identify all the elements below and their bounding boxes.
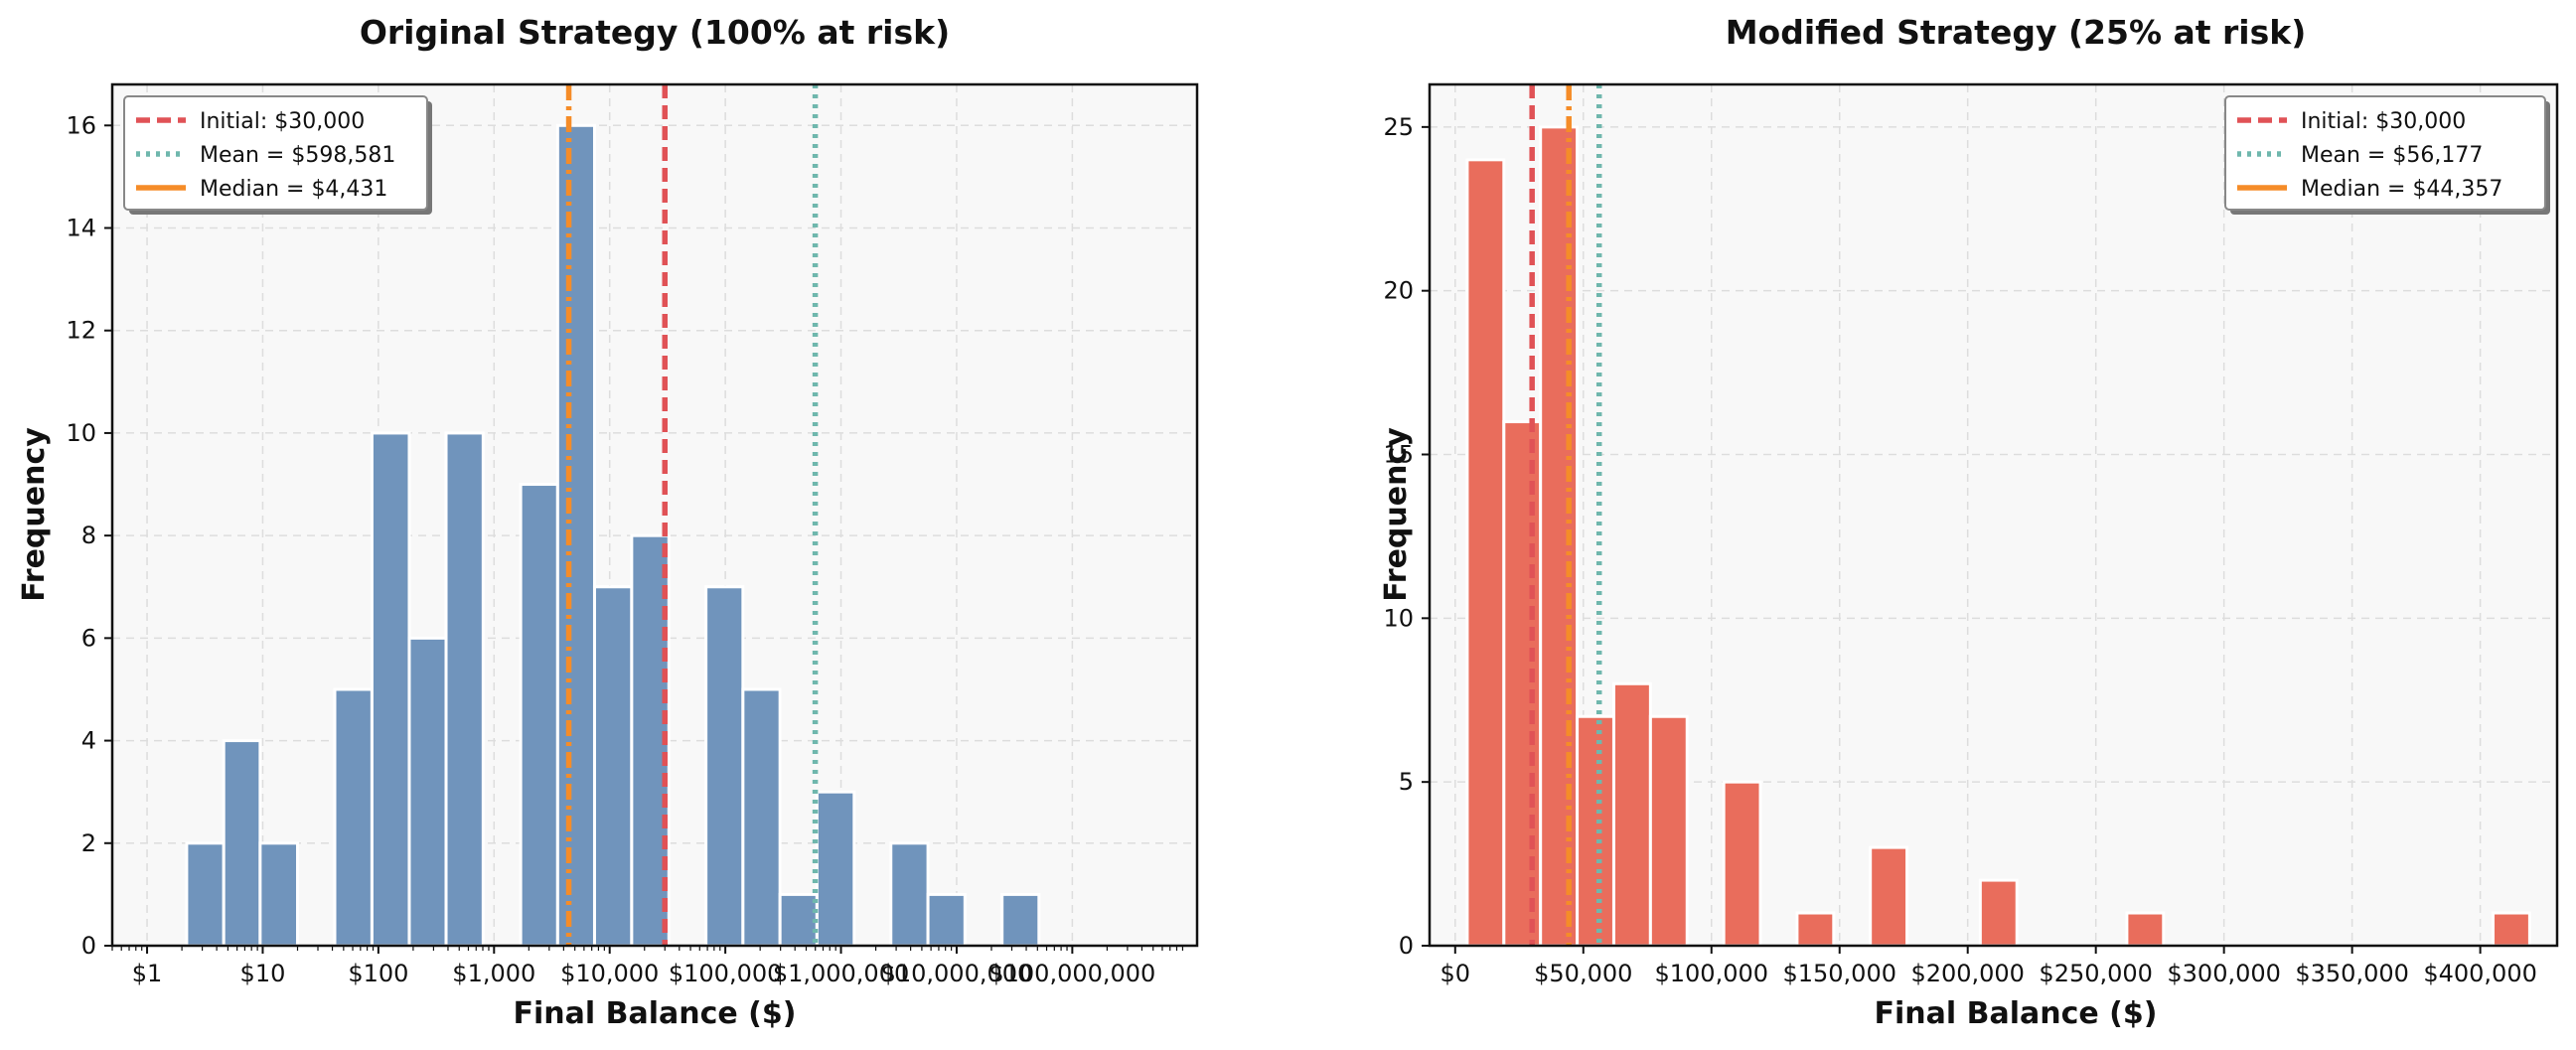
chart-title: Original Strategy (100% at risk): [360, 13, 950, 52]
legend-label: Mean = $598,581: [200, 143, 395, 168]
histogram-bar: [1648, 714, 1689, 948]
y-tick-label: 4: [81, 727, 96, 755]
x-tick-label: $1: [132, 960, 163, 987]
y-ticks: 0 2 4 6 8 10 12 14 16: [66, 111, 112, 960]
x-tick-label: $50,000: [1534, 960, 1632, 987]
histogram-bar: [2492, 911, 2531, 948]
y-tick-label: 0: [81, 932, 96, 960]
y-tick-label: 5: [1399, 768, 1414, 796]
histogram-bar: [2125, 911, 2166, 948]
x-tick-label: $100,000: [669, 960, 783, 987]
chart-modified-strategy: $0 $50,000 $100,000 $150,000 $200,000 $250,00…: [1379, 13, 2559, 1031]
y-tick-label: 6: [81, 624, 96, 652]
legend: Initial: $30,000 Mean = $56,177 Median = $…: [2224, 95, 2550, 215]
y-tick-label: 12: [66, 317, 96, 345]
y-tick-label: 14: [66, 215, 96, 242]
histogram-bar: [1576, 714, 1615, 948]
x-axis-label: Final Balance ($): [1875, 996, 2158, 1031]
histogram-bar: [222, 739, 262, 948]
histogram-bar: [1795, 911, 1836, 948]
reference-lines: [565, 84, 819, 946]
x-tick-label: $100,000: [1654, 960, 1768, 987]
histogram-bar: [1502, 420, 1543, 948]
legend-box: [123, 95, 428, 211]
histogram-bar: [1465, 158, 1506, 948]
x-tick-label: $1,000: [452, 960, 535, 987]
y-axis-label: Frequency: [17, 427, 52, 602]
y-tick-label: 2: [81, 829, 96, 857]
legend-label: Initial: $30,000: [200, 109, 365, 134]
x-tick-label: $100: [348, 960, 408, 987]
y-tick-label: 20: [1383, 277, 1414, 305]
histogram-bar: [370, 431, 411, 948]
x-tick-label: $400,000: [2423, 960, 2537, 987]
histogram-bar: [778, 892, 819, 948]
histogram-bar: [741, 687, 782, 948]
x-tick-label: $150,000: [1782, 960, 1896, 987]
histogram-bar: [555, 123, 596, 948]
legend-label: Mean = $56,177: [2301, 143, 2483, 168]
y-ticks: 0 5 10 15 20 25: [1383, 113, 1430, 960]
x-tick-label: $100,000,000: [988, 960, 1155, 987]
histogram-bar: [889, 841, 930, 948]
y-tick-label: 25: [1383, 113, 1414, 141]
histogram-bar: [1978, 878, 2019, 948]
plot-frame: [110, 82, 1199, 948]
histogram-bar: [1611, 681, 1652, 948]
chart-title: Modified Strategy (25% at risk): [1726, 13, 2307, 52]
x-tick-label: $350,000: [2295, 960, 2409, 987]
histogram-bar: [815, 790, 856, 948]
reference-lines: [1529, 84, 1602, 946]
x-tick-label: $0: [1440, 960, 1471, 987]
histogram-bar: [704, 585, 745, 948]
y-axis-label: Frequency: [1379, 427, 1414, 602]
gridlines: [112, 84, 1197, 947]
histogram-bar: [1000, 892, 1041, 948]
x-tick-label: $1,000,000: [773, 960, 909, 987]
legend-label: Median = $44,357: [2301, 177, 2502, 202]
plot-frame: [1428, 82, 2559, 948]
histogram-bar: [444, 431, 485, 948]
x-tick-label: $250,000: [2039, 960, 2153, 987]
x-tick-label: $200,000: [1910, 960, 2025, 987]
histogram-bar: [1539, 125, 1580, 948]
gridlines: [1430, 84, 2557, 947]
histogram-bar: [333, 687, 374, 948]
y-tick-label: 8: [81, 522, 96, 549]
y-tick-label: 15: [1383, 441, 1414, 469]
histogram-bar: [258, 841, 300, 948]
histogram-bar: [592, 585, 634, 948]
y-tick-label: 10: [66, 419, 96, 447]
x-axis-label: Final Balance ($): [514, 996, 797, 1031]
histogram-bars: [1465, 125, 2531, 948]
histogram-bar: [926, 892, 967, 948]
histogram-bar: [1869, 845, 1909, 948]
y-tick-label: 0: [1399, 932, 1414, 960]
legend-box: [2224, 95, 2546, 211]
x-ticks: $1 $10 $100 $1,000 $10,000 $100,000$1,000,000…: [111, 946, 1184, 987]
legend-label: Initial: $30,000: [2301, 109, 2466, 134]
histogram-bar: [519, 483, 559, 948]
histogram-bar: [185, 841, 226, 948]
histogram-bar: [1722, 780, 1762, 948]
histogram-bar: [407, 636, 448, 948]
chart-original-strategy: $1 $10 $100 $1,000 $10,000 $100,000$1,000,000…: [17, 13, 1199, 1031]
x-tick-label: $10,000: [560, 960, 659, 987]
x-tick-label: $300,000: [2167, 960, 2281, 987]
x-tick-label: $10: [240, 960, 286, 987]
y-tick-label: 10: [1383, 604, 1414, 632]
x-tick-label: $10,000,000: [881, 960, 1033, 987]
y-tick-label: 16: [66, 111, 96, 139]
x-ticks: $0 $50,000 $100,000 $150,000 $200,000 $250,00…: [1440, 946, 2537, 987]
histogram-bars: [185, 123, 1041, 948]
legend: Initial: $30,000 Mean = $598,581 Median = …: [123, 95, 432, 215]
legend-label: Median = $4,431: [200, 177, 387, 202]
